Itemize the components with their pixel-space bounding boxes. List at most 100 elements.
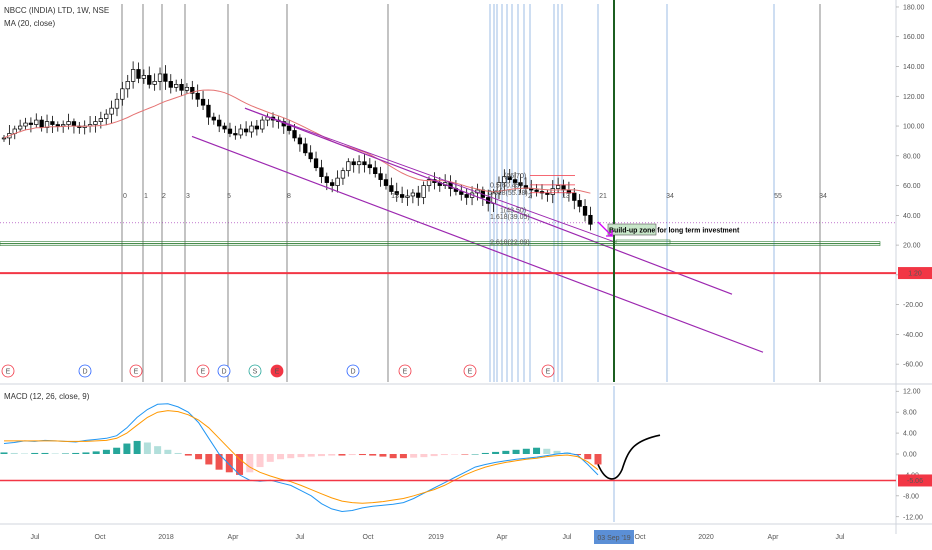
macd-tick-label: -8.00 — [903, 493, 919, 500]
candle-body — [303, 143, 308, 154]
candle-body — [356, 161, 362, 166]
candle-body — [1, 137, 7, 140]
candle-body — [147, 75, 152, 85]
macd-histogram-bar — [420, 454, 428, 458]
candle-body — [184, 86, 190, 91]
event-marker-circle — [270, 364, 284, 378]
candle-body — [174, 84, 179, 88]
candle-body — [389, 185, 394, 192]
macd-histogram-bar — [0, 452, 8, 454]
macd-histogram-bar — [379, 454, 387, 457]
candle-body — [297, 137, 303, 145]
macd-tick-label: 4.00 — [903, 431, 917, 438]
candle-body — [227, 128, 233, 134]
candle-body — [114, 98, 120, 109]
candle-body — [367, 164, 372, 169]
cycle-number-inner: 13 — [562, 193, 570, 200]
macd-histogram-bar — [522, 448, 530, 454]
price-tick-label: -40.00 — [903, 332, 923, 339]
candle-body — [496, 182, 502, 194]
candle-body — [292, 130, 297, 139]
cycle-number: 1 — [144, 193, 148, 200]
buildup-zone-box — [607, 223, 657, 236]
legend-symbol: NBCC (INDIA) LTD, 1W, NSE — [4, 6, 110, 15]
candle-body — [93, 121, 98, 125]
event-marker-circle — [129, 364, 143, 378]
macd-tick-label: 8.00 — [903, 410, 917, 417]
date-tag-box — [594, 530, 634, 544]
macd-histogram-bar — [61, 453, 69, 454]
cycle-number: 34 — [819, 193, 827, 200]
fib-label: 0.618(55.18) — [488, 190, 528, 197]
candle-body — [217, 119, 222, 127]
macd-histogram-bar — [154, 446, 162, 454]
macd-line — [3, 403, 599, 513]
candle-body — [512, 179, 518, 183]
candle-body — [507, 176, 512, 180]
candle-body — [324, 176, 329, 183]
macd-histogram-bar — [20, 453, 28, 454]
macd-tick-label: 12.00 — [903, 389, 921, 396]
candle-body — [249, 125, 254, 133]
macd-histogram-bar — [205, 454, 213, 465]
macd-histogram-bar — [297, 454, 305, 458]
candle-body — [416, 192, 421, 198]
candle-body — [136, 69, 141, 79]
cycle-number: 34 — [666, 193, 674, 200]
fib-label: 2.618(22.09) — [490, 239, 530, 246]
macd-histogram-bar — [92, 451, 100, 454]
macd-histogram-bar — [338, 454, 346, 456]
event-marker-circle — [463, 364, 477, 378]
candle-body — [373, 167, 378, 175]
candle-body — [141, 75, 147, 79]
price-tag-box — [898, 267, 932, 280]
time-tick-label: Apr — [228, 534, 240, 541]
candle-body — [243, 128, 249, 133]
candle-body — [157, 73, 163, 82]
candle-body — [399, 194, 405, 198]
candle-body — [588, 214, 593, 225]
channel-inner-line — [244, 107, 616, 243]
macd-histogram-bar — [348, 454, 356, 456]
macd-histogram-bar — [277, 454, 285, 460]
candle-body — [28, 122, 34, 125]
channel-lower-line — [191, 135, 764, 353]
macd-histogram-bar — [174, 452, 182, 454]
macd-histogram-bar — [502, 450, 510, 454]
candle-body — [459, 191, 464, 195]
event-marker-circle — [217, 364, 231, 378]
candle-body — [518, 182, 523, 186]
macd-tag-label: -5.06 — [907, 478, 923, 485]
channel-upper-line — [244, 107, 733, 295]
cycle-number: 8 — [287, 193, 291, 200]
price-tag-label: 1.20 — [908, 271, 922, 278]
candle-body — [346, 161, 351, 172]
macd-histogram-bar — [102, 449, 110, 454]
macd-histogram-bar — [594, 454, 602, 465]
time-tick-label: 2018 — [158, 534, 174, 541]
macd-histogram-bar — [512, 449, 520, 454]
macd-histogram-bar — [215, 454, 223, 470]
macd-histogram-bar — [307, 454, 315, 457]
macd-histogram-bar — [195, 454, 203, 460]
candle-body — [421, 185, 426, 198]
candle-body — [50, 121, 55, 125]
price-tick-label: 160.00 — [903, 34, 925, 41]
macd-histogram-bar — [236, 454, 244, 475]
time-tick-label: Jul — [296, 534, 305, 541]
event-marker-circle — [78, 364, 92, 378]
candle-body — [34, 119, 39, 125]
macd-histogram-bar — [533, 447, 541, 454]
candle-body — [254, 125, 260, 130]
candle-body — [286, 125, 292, 131]
price-tick-label: 100.00 — [903, 124, 925, 131]
candle-body — [195, 92, 200, 100]
candle-body — [577, 200, 582, 207]
time-tick-label: Oct — [635, 534, 646, 541]
candle-body — [405, 195, 410, 198]
time-tick-label: Jul — [31, 534, 40, 541]
macd-histogram-bar — [584, 454, 592, 460]
candle-body — [104, 113, 109, 119]
